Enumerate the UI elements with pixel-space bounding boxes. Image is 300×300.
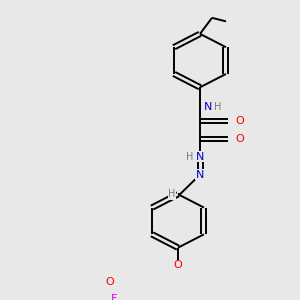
Text: F: F [111,294,117,300]
Text: N: N [196,169,204,180]
Text: O: O [174,260,182,271]
Text: H: H [186,152,194,162]
Text: N: N [204,102,212,112]
Text: H: H [168,189,176,199]
Text: O: O [106,277,114,286]
Text: N: N [196,152,204,162]
Text: O: O [236,134,244,144]
Text: H: H [214,102,222,112]
Text: O: O [236,116,244,126]
